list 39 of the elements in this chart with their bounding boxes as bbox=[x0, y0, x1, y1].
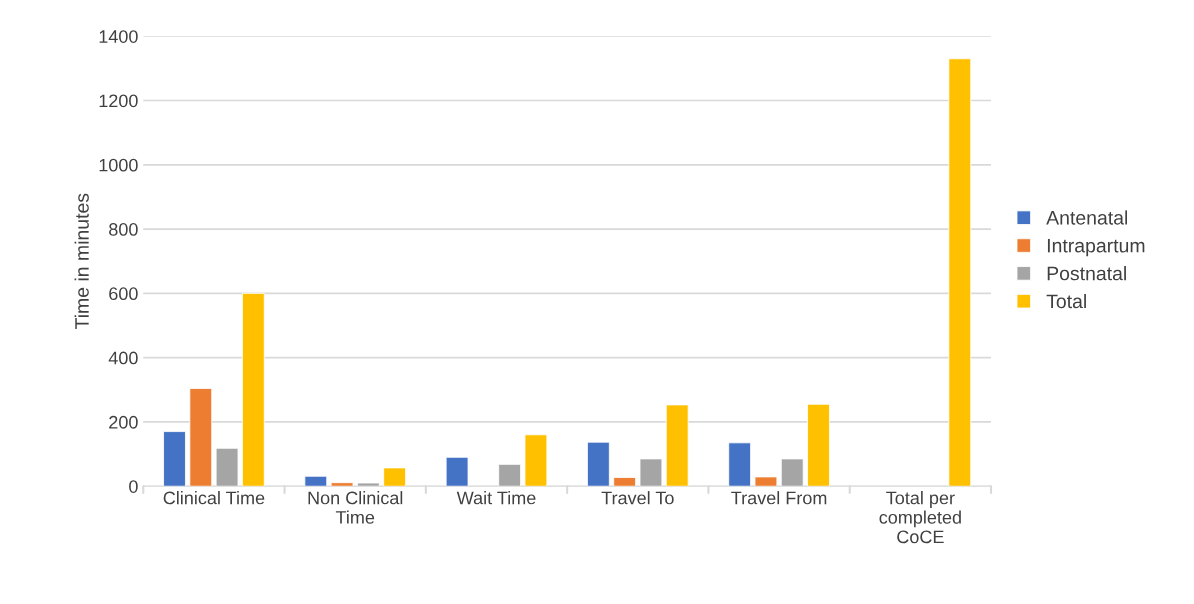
bar bbox=[163, 431, 186, 487]
bar bbox=[754, 476, 778, 487]
x-tick-label: Travel From bbox=[731, 491, 827, 505]
bar bbox=[498, 463, 522, 487]
bar bbox=[587, 441, 610, 487]
bar bbox=[189, 388, 213, 487]
legend-label: Intrapartum bbox=[1047, 238, 1145, 257]
y-tick-label: 200 bbox=[109, 415, 138, 429]
bar bbox=[780, 458, 804, 487]
bar bbox=[383, 467, 406, 487]
x-tick-label: Travel To bbox=[601, 491, 674, 505]
bar bbox=[948, 58, 972, 487]
x-tick-label: Wait Time bbox=[456, 491, 536, 505]
bar bbox=[665, 404, 689, 487]
y-tick-label: 1000 bbox=[99, 158, 138, 172]
bar bbox=[445, 456, 469, 487]
y-tick-label: 0 bbox=[129, 480, 138, 493]
y-tick-label: 1200 bbox=[99, 94, 138, 108]
bar bbox=[639, 458, 663, 487]
bar bbox=[807, 403, 830, 487]
legend-label: Postnatal bbox=[1047, 266, 1126, 281]
y-tick-label: 800 bbox=[109, 223, 138, 236]
legend-label: Total bbox=[1046, 293, 1086, 309]
bar bbox=[241, 292, 265, 487]
bar bbox=[356, 482, 380, 487]
x-tick-label: Clinical Time bbox=[163, 491, 265, 505]
x-tick-label: Total per completed CoCE bbox=[879, 491, 961, 544]
bar bbox=[613, 477, 637, 487]
y-tick-label: 400 bbox=[108, 351, 138, 365]
bar bbox=[215, 447, 239, 487]
y-axis-title: Time in minutes bbox=[74, 193, 89, 330]
y-tick-label: 1400 bbox=[99, 30, 138, 43]
legend-label: Antenatal bbox=[1046, 210, 1128, 225]
y-tick-label: 600 bbox=[109, 287, 138, 301]
bar bbox=[304, 475, 328, 487]
bar bbox=[728, 442, 752, 487]
bar bbox=[330, 482, 354, 487]
bar bbox=[524, 434, 548, 487]
x-tick-label: Non Clinical Time bbox=[308, 491, 403, 524]
